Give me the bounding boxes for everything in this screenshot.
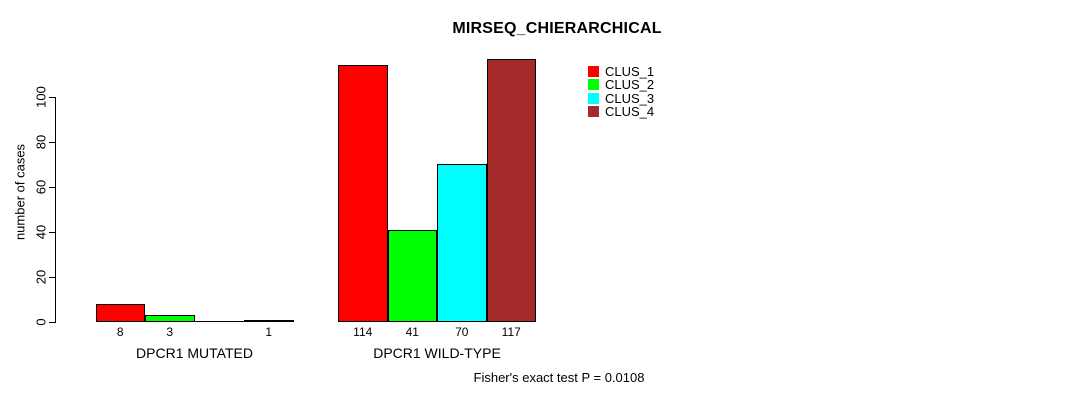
legend-label: CLUS_1	[605, 64, 655, 80]
legend-label: CLUS_4	[605, 104, 655, 120]
legend-swatch-clus_4	[588, 106, 599, 118]
bar-clus_1	[95, 304, 145, 322]
bar-clus_4	[244, 320, 294, 322]
annotation-text: Fisher's exact test P = 0.0108	[473, 370, 645, 385]
bar-value-label: 70	[455, 325, 469, 339]
bar-clus_3	[194, 321, 244, 322]
bar-value-label: 41	[405, 325, 419, 339]
chart-title: MIRSEQ_CHIERARCHICAL	[452, 20, 662, 37]
legend-item: CLUS_1	[588, 65, 654, 78]
bar-value-label: 114	[353, 325, 373, 339]
bar-clus_2	[387, 230, 437, 322]
legend-label: CLUS_3	[605, 90, 655, 106]
legend-item: CLUS_2	[588, 78, 654, 91]
y-tick-mark	[49, 96, 55, 98]
bar-value-label: 8	[116, 325, 124, 339]
legend-item: CLUS_3	[588, 92, 654, 105]
legend-swatch-clus_1	[588, 66, 599, 78]
legend-label: CLUS_2	[605, 77, 655, 93]
y-tick-label: 60	[33, 179, 49, 195]
bar-clus_2	[145, 315, 195, 322]
bar-value-label: 117	[501, 325, 521, 339]
x-axis-group-label: DPCR1 WILD-TYPE	[373, 345, 501, 361]
x-axis-group-label: DPCR1 MUTATED	[136, 345, 253, 361]
y-tick-mark	[49, 186, 55, 188]
legend: CLUS_1 CLUS_2 CLUS_3 CLUS_4	[588, 65, 654, 118]
bar-value-label: 3	[166, 325, 174, 339]
y-tick-label: 20	[33, 269, 49, 285]
bar-clus_4	[486, 59, 536, 322]
y-tick-label: 100	[33, 86, 49, 108]
y-tick-label: 80	[33, 134, 49, 150]
y-tick-label: 40	[33, 224, 49, 240]
y-tick-mark	[49, 231, 55, 233]
y-tick-mark	[49, 276, 55, 278]
y-axis-label: number of cases	[12, 143, 28, 241]
bar-clus_3	[437, 164, 487, 322]
y-tick-label: 0	[33, 318, 49, 326]
legend-item: CLUS_4	[588, 105, 654, 118]
y-tick-mark	[49, 321, 55, 323]
legend-swatch-clus_3	[588, 92, 599, 104]
y-tick-mark	[49, 141, 55, 143]
legend-swatch-clus_2	[588, 79, 599, 91]
bar-value-label: 1	[265, 325, 273, 339]
bar-clus_1	[338, 65, 388, 322]
y-axis-line	[55, 97, 56, 323]
